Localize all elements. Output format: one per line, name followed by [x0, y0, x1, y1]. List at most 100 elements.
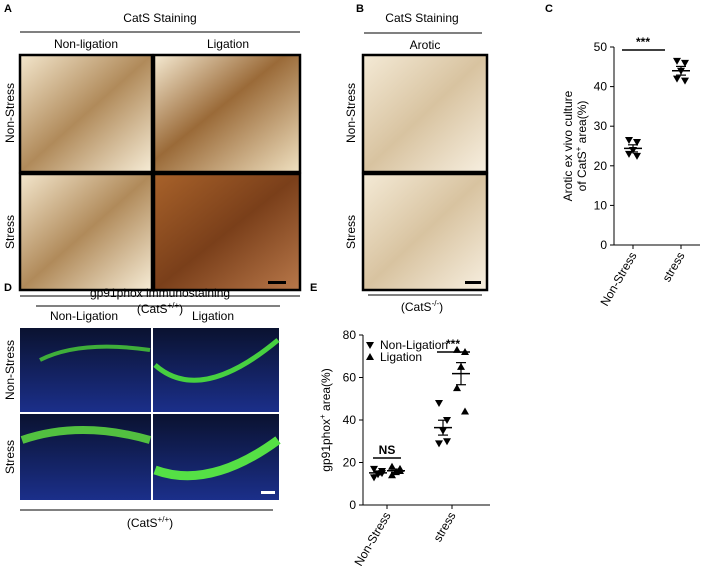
stain [39, 344, 151, 362]
chart: C 0 10 20 30 40 50 Arotic ex vivo culture of Cat… [545, 3, 700, 308]
genotype-text: (CatS [127, 516, 158, 530]
y-tick-label: 40 [594, 80, 608, 94]
data-point [388, 462, 396, 470]
micrograph [154, 174, 300, 290]
micrograph [20, 55, 152, 172]
genotype-sup: -/- [432, 299, 440, 308]
genotype-text: (CatS [137, 302, 168, 316]
panel-a: A CatS Staining Non-ligation Ligation No… [3, 3, 302, 316]
genotype: (CatS-/-) [401, 299, 443, 314]
frame [152, 53, 302, 174]
y-tick-label: 80 [343, 328, 357, 342]
legend-marker [366, 342, 374, 349]
legend-marker [366, 353, 374, 360]
y-axis-label: Arotic ex vivo culture [561, 90, 575, 201]
micrograph [20, 328, 151, 412]
genotype-text: ) [439, 300, 443, 314]
micrograph [363, 55, 487, 172]
genotype-text: ) [169, 516, 173, 530]
y-tick-label: 60 [343, 371, 357, 385]
data-point [681, 77, 689, 85]
y-tick-label: 0 [349, 498, 356, 512]
y-tick-label: 50 [594, 40, 608, 54]
genotype: (CatS+/+) [127, 515, 173, 530]
column-label: Ligation [192, 309, 234, 323]
row-label: Non-Stress [344, 83, 358, 143]
y-tick-label: 20 [594, 159, 608, 173]
row-label: Stress [3, 440, 17, 474]
column-label: Non-Ligation [50, 309, 118, 323]
x-tick-label: stress [659, 250, 687, 285]
x-tick-label: Non-Stress [597, 250, 639, 309]
frame [18, 53, 154, 174]
data-point [435, 400, 443, 407]
panel-title: CatS Staining [385, 11, 458, 25]
frame [361, 53, 489, 174]
stain [153, 436, 281, 481]
data-point [443, 438, 451, 446]
data-point [633, 139, 641, 147]
y-axis-label: of CatS+ area(%) [574, 101, 589, 192]
row-label: Stress [344, 215, 358, 249]
legend-label: Non-Ligation [380, 338, 448, 352]
micrograph [363, 174, 487, 290]
data-point [370, 465, 378, 473]
frame [361, 172, 489, 292]
x-tick-label: stress [430, 510, 458, 545]
y-axis-label-part: gp91phox [319, 419, 333, 472]
data-point [625, 137, 633, 145]
data-point [453, 345, 461, 353]
panel-title: CatS Staining [123, 11, 196, 25]
y-axis-label-part: area(%) [575, 101, 589, 147]
column-label: Arotic [410, 38, 441, 52]
significance-label: NS [379, 443, 396, 457]
y-axis-label-part: + [574, 146, 583, 151]
data-point [673, 57, 681, 65]
stain [20, 426, 152, 444]
y-tick-label: 20 [343, 456, 357, 470]
micrograph [153, 328, 279, 412]
row-label: Stress [3, 215, 17, 249]
data-point [625, 150, 633, 158]
scale-bar [261, 491, 275, 494]
genotype-sup: +/+ [158, 515, 170, 524]
micrograph [20, 174, 152, 290]
panel-d: D gp91phox immunostaining Non-Ligation L… [3, 282, 281, 530]
panel-title: gp91phox immunostaining [90, 286, 230, 300]
y-tick-label: 10 [594, 198, 608, 212]
genotype-text: ) [179, 302, 183, 316]
genotype: (CatS+/+) [137, 301, 183, 316]
data-point [633, 152, 641, 160]
frame [152, 172, 302, 292]
y-axis-label-part: Arotic ex vivo culture [561, 90, 575, 201]
scale-bar [268, 281, 286, 284]
data-point [461, 407, 469, 415]
micrograph [154, 55, 300, 172]
scale-bar [465, 281, 481, 284]
row-label: Non-Stress [3, 83, 17, 143]
panel-b: B CatS Staining Arotic Non-Stress Stress… [344, 3, 489, 314]
panel-label: B [356, 3, 364, 15]
row-label: Non-Stress [3, 340, 17, 400]
y-tick-label: 0 [600, 238, 607, 252]
data-point [435, 440, 443, 448]
data-point [388, 471, 396, 479]
y-axis-label-part: of CatS [575, 151, 589, 191]
data-point [370, 474, 378, 482]
significance-label: *** [636, 35, 650, 49]
panel-label: A [4, 3, 12, 15]
panel-label: D [4, 282, 12, 294]
x-tick-label: Non-Stress [351, 510, 393, 566]
y-axis-label: gp91phox+ area(%) [318, 368, 333, 471]
stain [153, 338, 280, 383]
frame [18, 172, 154, 292]
data-point [681, 59, 689, 67]
column-label: Ligation [207, 37, 249, 51]
legend-label: Ligation [380, 350, 422, 364]
y-tick-label: 40 [343, 413, 357, 427]
chart: E 0 20 40 60 80 gp91phox+ area(%) Non-Stress str… [310, 282, 490, 566]
genotype-text: (CatS [401, 300, 432, 314]
panel-label: E [310, 282, 317, 294]
y-axis-label-part: area(%) [319, 368, 333, 414]
